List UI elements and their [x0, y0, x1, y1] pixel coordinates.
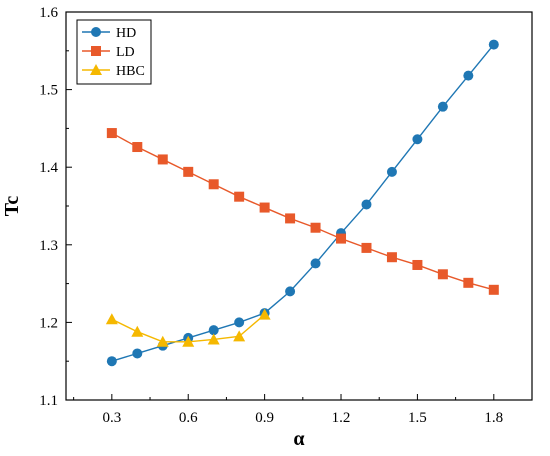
y-tick-label: 1.2: [39, 315, 58, 331]
data-point-ld: [234, 191, 245, 202]
data-point-ld: [132, 142, 143, 153]
series-line-ld: [111, 132, 494, 291]
data-point-hd: [412, 134, 423, 145]
data-point-hbc: [258, 308, 271, 320]
series-hd: [106, 39, 499, 367]
x-tick-label: 0.9: [255, 410, 274, 426]
legend-marker-ld: [91, 46, 101, 56]
data-point-hd: [208, 325, 219, 336]
data-point-ld: [463, 277, 474, 288]
legend-item-hbc: HBC: [82, 64, 145, 79]
legend-item-ld: LD: [82, 45, 135, 60]
y-tick-label: 1.3: [39, 238, 58, 254]
data-point-ld: [183, 166, 194, 177]
data-point-hd: [285, 286, 296, 297]
data-point-hd: [463, 70, 474, 81]
legend: HD LD HBC: [76, 19, 152, 85]
data-point-ld: [361, 242, 372, 253]
data-point-hbc: [156, 335, 169, 347]
data-point-ld: [488, 284, 499, 295]
data-point-hbc: [207, 333, 220, 345]
x-tick-label: 0.3: [102, 410, 121, 426]
y-axis-title: Tc: [1, 196, 23, 217]
y-tick-label: 1.5: [39, 83, 58, 99]
data-point-ld: [412, 259, 423, 270]
data-point-hd: [234, 317, 245, 328]
data-point-ld: [259, 202, 270, 213]
data-point-hd: [132, 348, 143, 359]
legend-label-hd: HD: [116, 26, 136, 41]
legend-item-hd: HD: [82, 26, 136, 41]
x-axis-title: α: [293, 428, 304, 450]
data-point-hd: [361, 199, 372, 210]
data-point-hd: [310, 258, 321, 269]
data-point-hd: [106, 356, 117, 367]
data-point-ld: [336, 233, 347, 244]
y-tick-label: 1.1: [39, 393, 58, 409]
ticks-layer: 0.3 0.6 0.9 1.2 1.5 1.8 1.1 1.2 1.3 1.4 1.5 1.6: [39, 5, 503, 426]
series-ld: [106, 128, 499, 295]
data-point-hbc: [182, 335, 195, 347]
x-tick-label: 1.8: [484, 410, 503, 426]
legend-box: [76, 19, 152, 85]
data-point-ld: [285, 213, 296, 224]
data-point-hd: [386, 166, 397, 177]
legend-label-hbc: HBC: [116, 64, 145, 79]
legend-marker-hd: [91, 27, 101, 37]
legend-marker-hbc: [90, 64, 102, 75]
x-tick-label: 1.5: [408, 410, 427, 426]
data-point-ld: [437, 269, 448, 280]
data-point-ld: [310, 222, 321, 233]
data-point-hbc: [131, 325, 144, 337]
legend-label-ld: LD: [116, 45, 135, 60]
data-point-ld: [386, 252, 397, 263]
data-point-hd: [437, 101, 448, 112]
series-hbc: [105, 308, 271, 347]
data-point-hd: [488, 39, 499, 50]
series-layer: [105, 39, 499, 367]
data-point-hbc: [233, 330, 246, 342]
data-point-ld: [157, 154, 168, 165]
y-tick-label: 1.6: [39, 5, 58, 21]
data-point-hbc: [105, 313, 118, 325]
data-point-ld: [208, 179, 219, 190]
x-tick-label: 1.2: [332, 410, 351, 426]
series-line-hd: [111, 44, 495, 362]
data-point-ld: [106, 128, 117, 139]
y-tick-label: 1.4: [39, 160, 58, 176]
x-tick-label: 0.6: [179, 410, 198, 426]
